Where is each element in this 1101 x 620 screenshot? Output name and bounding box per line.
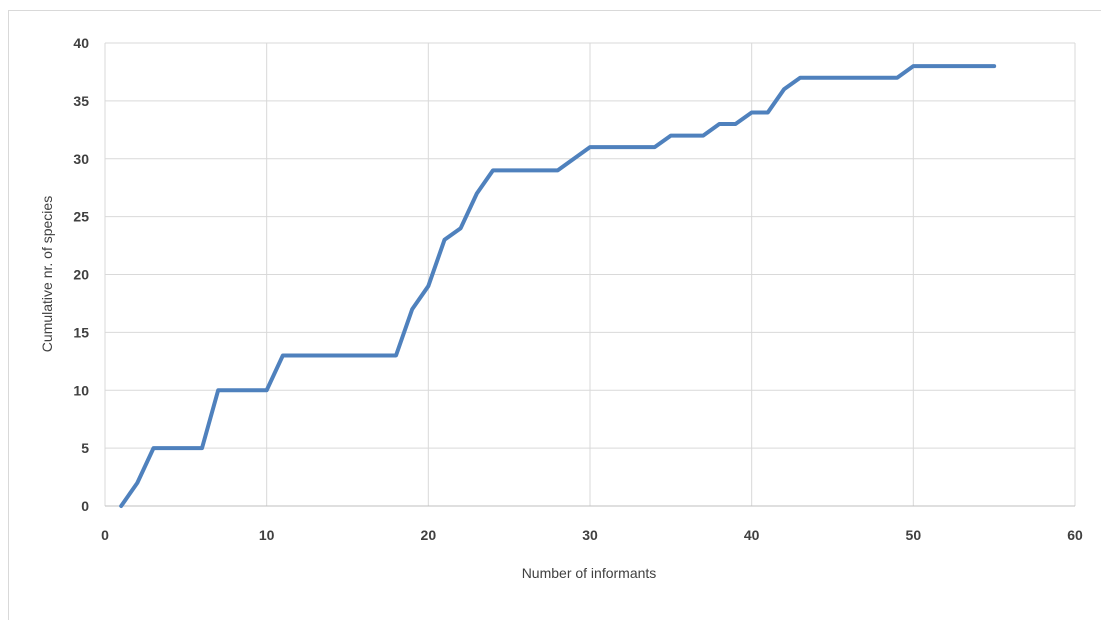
x-axis-title: Number of informants <box>522 565 657 581</box>
frame-border-left <box>8 10 9 620</box>
tick-labels: 0 5 10 15 20 25 30 35 40 0 10 20 30 40 50 60 <box>73 35 1083 543</box>
y-tick-label: 35 <box>73 93 89 109</box>
x-tick-label: 30 <box>582 527 598 543</box>
grid <box>105 42 1076 506</box>
y-tick-label: 20 <box>73 267 89 283</box>
frame-border-top <box>8 10 1101 11</box>
y-tick-label: 0 <box>81 498 89 514</box>
y-axis-title: Cumulative nr. of species <box>39 196 55 352</box>
series-layer <box>119 64 997 508</box>
x-tick-label: 50 <box>906 527 922 543</box>
x-tick-label: 40 <box>744 527 760 543</box>
x-tick-label: 0 <box>101 527 109 543</box>
y-tick-label: 40 <box>73 35 89 51</box>
y-tick-label: 10 <box>73 382 89 398</box>
axes <box>104 43 1075 507</box>
series-line <box>119 64 997 508</box>
x-tick-label: 60 <box>1067 527 1083 543</box>
y-tick-label: 30 <box>73 151 89 167</box>
y-tick-label: 5 <box>81 440 89 456</box>
y-tick-label: 15 <box>73 324 89 340</box>
x-tick-label: 10 <box>259 527 275 543</box>
x-tick-label: 20 <box>421 527 437 543</box>
y-tick-label: 25 <box>73 209 89 225</box>
